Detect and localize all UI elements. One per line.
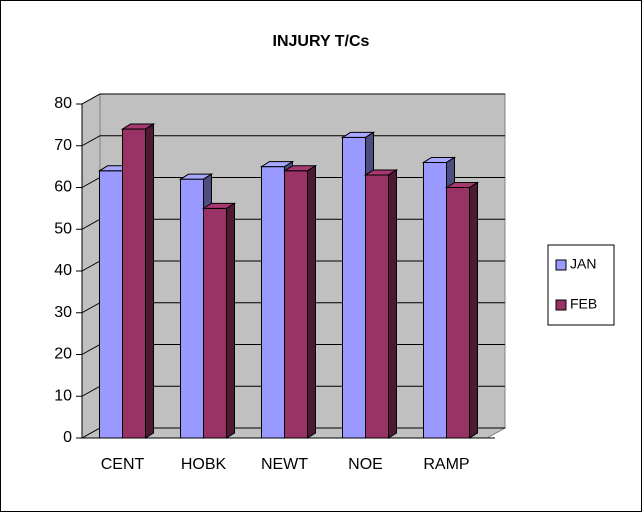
y-tick-label: 30 bbox=[54, 304, 72, 321]
bar-front bbox=[446, 187, 470, 439]
bar-side bbox=[388, 169, 397, 439]
x-tick-label: HOBK bbox=[181, 456, 227, 473]
bar-front bbox=[122, 128, 146, 439]
bar-front bbox=[261, 166, 285, 439]
chart-title: INJURY T/Cs bbox=[273, 33, 370, 50]
legend-swatch bbox=[555, 259, 567, 271]
y-tick-label: 0 bbox=[63, 429, 72, 446]
legend-label: FEB bbox=[570, 296, 597, 312]
y-tick-label: 50 bbox=[54, 220, 72, 237]
bar-side bbox=[226, 202, 235, 439]
x-tick-label: CENT bbox=[101, 456, 145, 473]
bar-front bbox=[180, 178, 204, 439]
y-tick-label: 60 bbox=[54, 179, 72, 196]
legend-swatch bbox=[555, 299, 567, 311]
bar-front bbox=[284, 170, 308, 439]
bar-front bbox=[342, 136, 366, 439]
bar-front bbox=[423, 161, 447, 439]
y-tick-label: 40 bbox=[54, 262, 72, 279]
bar-side bbox=[307, 164, 316, 439]
y-tick-label: 80 bbox=[54, 95, 72, 112]
bar-front bbox=[99, 170, 123, 439]
grid-line bbox=[81, 93, 505, 105]
x-tick-label: RAMP bbox=[423, 456, 469, 473]
legend-label: JAN bbox=[570, 256, 596, 272]
legend-box bbox=[547, 244, 615, 326]
x-tick-label: NEWT bbox=[261, 456, 308, 473]
bar-side bbox=[145, 123, 154, 439]
bar-front bbox=[365, 174, 389, 439]
y-tick-label: 10 bbox=[54, 387, 72, 404]
x-tick-label: NOE bbox=[348, 456, 383, 473]
bar-side bbox=[469, 181, 478, 439]
y-tick-label: 20 bbox=[54, 346, 72, 363]
bar-front bbox=[203, 207, 227, 439]
y-tick-label: 70 bbox=[54, 137, 72, 154]
